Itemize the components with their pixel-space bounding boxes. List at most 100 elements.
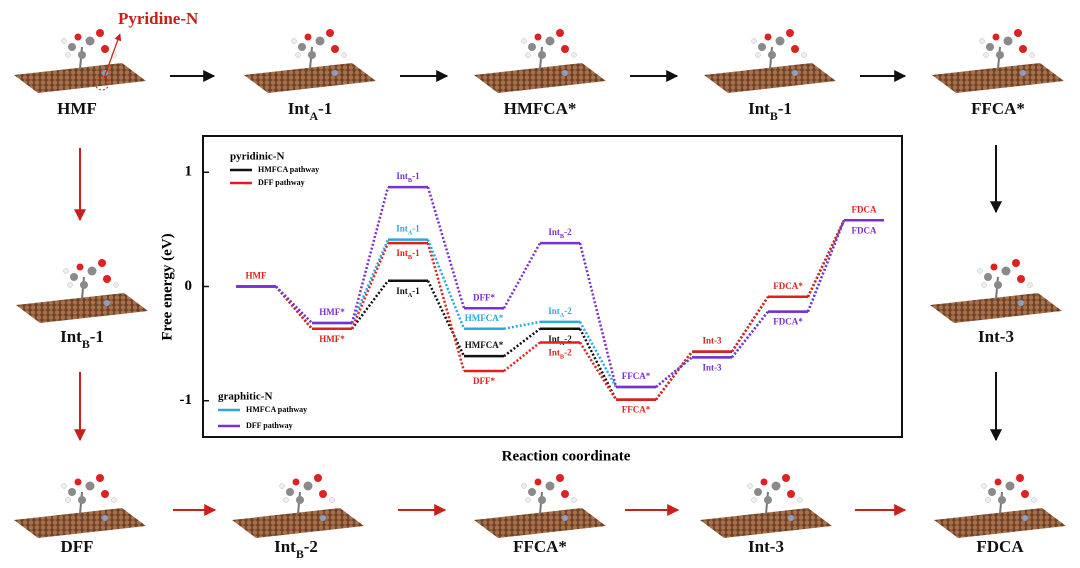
connector (731, 310, 769, 359)
label-part: Int (396, 248, 408, 258)
label-part: B (560, 353, 565, 360)
structure-label: IntB-2 (274, 537, 318, 561)
legend-label: HMFCA pathway (258, 165, 319, 174)
x-axis-label: Reaction coordinate (502, 448, 631, 464)
point-label: IntA-1 (396, 286, 420, 299)
label-part: Int (548, 227, 560, 237)
label-part: -2 (564, 306, 572, 316)
label-part: -1 (318, 99, 332, 118)
molecule (929, 258, 1063, 324)
point-label: FFCA* (622, 405, 651, 415)
point-label: Int-3 (702, 336, 722, 346)
structure-label: DFF (60, 537, 93, 556)
point-label: IntB-2 (548, 348, 572, 361)
connector (350, 239, 390, 324)
connector (426, 280, 466, 357)
molecule (699, 473, 833, 539)
point-label: Int-3 (702, 362, 722, 372)
point-label: DFF* (473, 292, 495, 302)
label-part: -2 (564, 227, 572, 237)
connector (578, 341, 618, 401)
legend-title: graphitic-N (218, 391, 272, 403)
molecule (703, 28, 837, 94)
connector (806, 219, 846, 313)
annotation-arrow (103, 33, 122, 79)
point-label: FDCA (852, 204, 877, 214)
label-part: Int (288, 99, 310, 118)
label-part: -2 (304, 537, 318, 556)
label-part: -1 (412, 248, 420, 258)
label-part: B (296, 547, 304, 561)
molecule (15, 258, 149, 324)
label-part: B (408, 254, 413, 261)
label-part: A (560, 312, 565, 319)
molecule (931, 28, 1065, 94)
molecule (473, 473, 607, 539)
point-label: IntB-1 (396, 248, 420, 261)
point-label: HMFCA* (465, 313, 504, 323)
connector (730, 296, 770, 353)
label-part: A (408, 230, 413, 237)
y-tick-label: 0 (185, 278, 193, 294)
point-label: FDCA* (773, 281, 803, 291)
label-part: Int (396, 171, 408, 181)
molecule (231, 473, 365, 539)
structure-label: IntB-1 (60, 327, 104, 351)
label-part: A (408, 292, 413, 299)
legend-title: pyridinic-N (230, 151, 284, 163)
connector (578, 321, 618, 388)
label-part: -1 (412, 171, 420, 181)
connector (351, 280, 389, 330)
label-part: B (82, 337, 90, 351)
legend-label: HMFCA pathway (246, 405, 307, 414)
connector (350, 242, 390, 330)
legend-label: DFF pathway (246, 421, 293, 430)
point-label: IntB-2 (548, 227, 572, 240)
point-label: IntB-1 (396, 171, 420, 184)
molecule (933, 473, 1067, 539)
connector (350, 186, 390, 324)
label-part: -2 (564, 334, 572, 344)
label-part: -2 (564, 348, 572, 358)
connector (578, 242, 618, 388)
point-label: FDCA (852, 225, 877, 235)
label-part: B (560, 233, 565, 240)
label-part: Int (60, 327, 82, 346)
point-label: FDCA* (773, 317, 803, 327)
molecules (13, 28, 1067, 539)
point-label: IntA-2 (548, 306, 572, 319)
structure-label: FFCA* (971, 99, 1025, 118)
label-part: -1 (412, 286, 420, 296)
point-label: DFF* (473, 376, 495, 386)
label-part: -1 (412, 224, 420, 234)
structure-label: Int-3 (748, 537, 784, 556)
molecule (13, 473, 147, 539)
label-part: -1 (90, 327, 104, 346)
arrows (74, 70, 1002, 516)
point-label: HMF* (319, 334, 345, 344)
connector (503, 327, 541, 358)
structure-label: IntA-1 (288, 99, 333, 123)
y-axis-label: Free energy (eV) (159, 233, 175, 340)
connector (426, 186, 466, 309)
point-label: HMF* (319, 307, 345, 317)
label-part: B (770, 109, 778, 123)
structure-label: HMF (57, 99, 97, 118)
point-label: IntA-1 (396, 224, 420, 237)
label-part: Int (274, 537, 296, 556)
label-part: -1 (778, 99, 792, 118)
label-part: Int (396, 224, 408, 234)
connector (655, 350, 693, 401)
point-label: FFCA* (622, 371, 651, 381)
structure-label: IntB-1 (748, 99, 792, 123)
label-part: Int (548, 306, 560, 316)
connector (426, 239, 466, 330)
label-part: Int (748, 99, 770, 118)
y-tick-label: -1 (180, 392, 193, 408)
connector (502, 242, 542, 309)
legend-label: DFF pathway (258, 178, 305, 187)
molecule (243, 28, 377, 94)
plot-frame (202, 135, 903, 438)
point-label: HMF (246, 271, 267, 281)
